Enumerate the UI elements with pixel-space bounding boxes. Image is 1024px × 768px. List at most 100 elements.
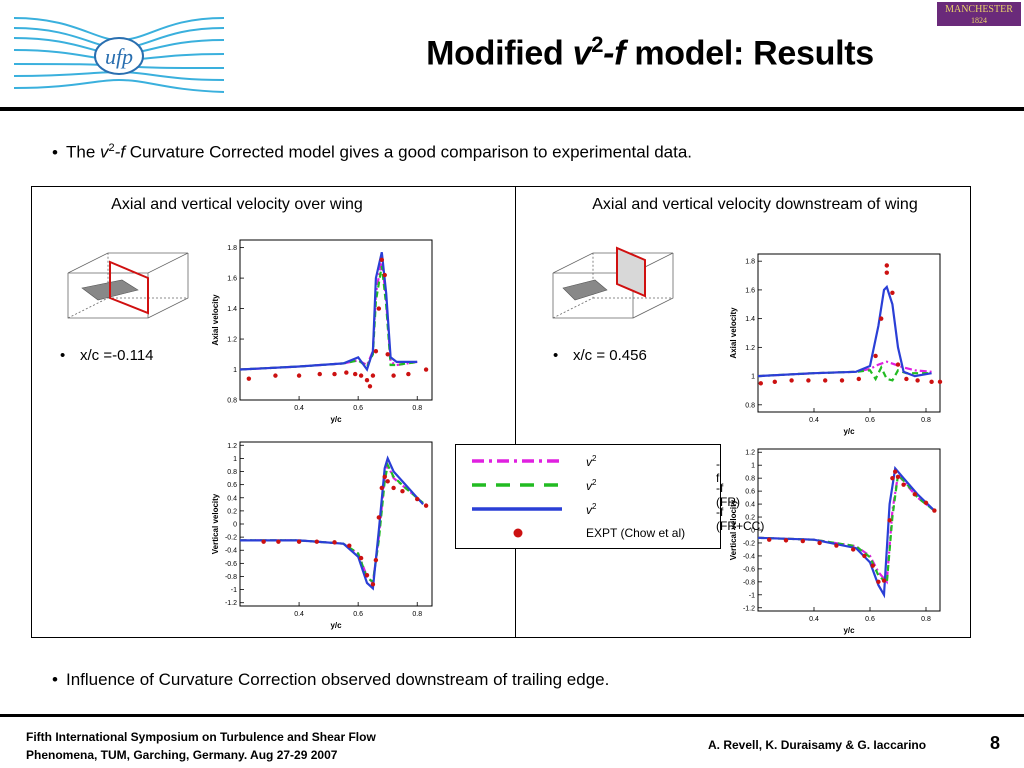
expt-point bbox=[347, 543, 352, 548]
legend-label: v2 -f (FR) bbox=[586, 478, 740, 509]
footer-conference: Fifth International Symposium on Turbule… bbox=[26, 730, 376, 762]
y-tick-label: -1.2 bbox=[225, 600, 237, 607]
plot-frame bbox=[757, 448, 941, 612]
chart-axial-over-wing: 0.4 0.6 0.8 0.8 1 1.2 1.4 1.6 1.8 y/c Axial veloci… bbox=[211, 239, 433, 424]
expt-point bbox=[391, 373, 396, 378]
expt-point bbox=[823, 378, 828, 383]
series-frcc-line bbox=[757, 284, 932, 378]
x-tick-label: 0.8 bbox=[412, 405, 422, 412]
y-axis-label: Axial velocity bbox=[211, 294, 220, 346]
x-tick-label: 0.6 bbox=[865, 417, 875, 424]
expt-point bbox=[382, 474, 387, 479]
y-tick-label: 1.2 bbox=[227, 337, 237, 344]
y-tick-label: 1.6 bbox=[227, 276, 237, 283]
expt-point bbox=[767, 537, 772, 542]
expt-point bbox=[870, 563, 875, 568]
expt-point bbox=[376, 306, 382, 311]
footer-rule bbox=[0, 714, 1024, 717]
chart-legend: v2 -f v2 -f (FR) v2 -f (FR+CC) EXPT (Chow et a… bbox=[455, 444, 765, 549]
x-tick-label: 0.8 bbox=[921, 616, 931, 623]
expt-point bbox=[373, 349, 379, 354]
y-axis-label: Vertical velocity bbox=[729, 499, 738, 560]
legend-swatch bbox=[472, 483, 562, 487]
expt-point bbox=[895, 362, 901, 367]
chart-vertical-over-wing: 0.4 0.6 0.8 -1.2 -1 -0.8 -0.6 -0.4 -0.2 0 0.2 0.4 0.… bbox=[211, 441, 433, 630]
y-tick-label: 1 bbox=[751, 463, 755, 470]
series-fr-line bbox=[239, 265, 418, 371]
y-tick-label: 0.6 bbox=[745, 489, 755, 496]
expt-point bbox=[246, 376, 252, 381]
expt-point bbox=[261, 539, 266, 544]
expt-point bbox=[353, 371, 358, 377]
legend-item: EXPT (Chow et al) bbox=[456, 523, 721, 547]
y-tick-label: 0.8 bbox=[745, 402, 755, 409]
expt-point bbox=[912, 492, 917, 497]
y-tick-label: 0 bbox=[751, 528, 755, 535]
y-tick-label: 0.8 bbox=[745, 476, 755, 483]
expt-point bbox=[879, 316, 884, 321]
expt-point bbox=[273, 373, 278, 378]
expt-point bbox=[364, 572, 370, 578]
y-tick-label: 1.6 bbox=[745, 287, 755, 294]
bullet-1: • The v2-f Curvature Corrected model give… bbox=[52, 142, 693, 162]
right-panel-title: Axial and vertical velocity downstream o… bbox=[592, 196, 918, 213]
y-tick-label: 1.2 bbox=[227, 443, 237, 450]
expt-point bbox=[385, 352, 390, 357]
y-tick-label: 0.2 bbox=[745, 515, 755, 522]
expt-point bbox=[358, 373, 364, 378]
expt-point bbox=[851, 547, 856, 552]
expt-point bbox=[884, 263, 889, 268]
panel-divider bbox=[515, 186, 516, 638]
expt-point bbox=[370, 582, 376, 587]
x-tick-label: 0.4 bbox=[294, 611, 304, 618]
expt-point bbox=[382, 272, 387, 278]
legend-item: v2 -f (FR) bbox=[456, 475, 740, 509]
expt-point bbox=[344, 370, 349, 375]
y-tick-label: 0.8 bbox=[227, 469, 237, 476]
expt-point bbox=[400, 489, 405, 494]
expt-point bbox=[884, 270, 889, 275]
expt-point bbox=[834, 543, 839, 548]
expt-point bbox=[296, 539, 302, 544]
expt-point bbox=[296, 373, 302, 378]
left-panel-title: Axial and vertical velocity over wing bbox=[111, 196, 363, 213]
plot-frame bbox=[239, 239, 433, 401]
expt-point bbox=[370, 373, 376, 378]
expt-point bbox=[379, 257, 384, 263]
manchester-logo-text: MANCHESTER bbox=[945, 4, 1013, 15]
legend-swatch bbox=[472, 459, 562, 463]
right-xc-label: • x/c = 0.456 bbox=[553, 347, 647, 364]
expt-point bbox=[373, 557, 379, 563]
y-tick-label: -0.6 bbox=[225, 561, 237, 568]
results-panel bbox=[31, 186, 971, 638]
expt-point bbox=[893, 469, 898, 474]
y-tick-label: -0.8 bbox=[743, 579, 755, 586]
chart-vertical-downstream: 0.4 0.6 0.8 -1.2 -1 -0.8 -0.6 -0.4 -0.2 0 0.2 0.4 0.… bbox=[729, 448, 941, 635]
expt-point bbox=[937, 379, 943, 385]
chart-axial-downstream: 0.4 0.6 0.8 0.8 1 1.2 1.4 1.6 1.8 y/c Axial veloci… bbox=[729, 253, 943, 436]
x-axis-label: y/c bbox=[330, 415, 342, 424]
plot-frame bbox=[757, 253, 941, 413]
expt-point bbox=[358, 555, 364, 561]
expt-point bbox=[862, 553, 867, 559]
legend-label: v2 -f (FR+CC) bbox=[586, 502, 765, 533]
expt-point bbox=[406, 371, 411, 377]
expt-point bbox=[772, 379, 777, 385]
ufp-logo: ufp bbox=[14, 17, 224, 93]
expt-point bbox=[873, 353, 878, 359]
header-rule bbox=[0, 107, 1024, 111]
expt-point bbox=[332, 540, 337, 545]
legend-swatch bbox=[513, 528, 523, 538]
bullet-2: • Influence of Curvature Correction obser… bbox=[52, 670, 610, 689]
expt-point bbox=[364, 377, 370, 383]
expt-point bbox=[800, 538, 805, 544]
y-tick-label: -0.4 bbox=[225, 548, 237, 555]
x-axis-label: y/c bbox=[843, 427, 855, 436]
legend-label: EXPT (Chow et al) bbox=[586, 526, 686, 540]
expt-point bbox=[881, 578, 887, 583]
y-tick-label: 1.2 bbox=[745, 345, 755, 352]
x-tick-label: 0.4 bbox=[809, 616, 819, 623]
y-tick-label: 0.4 bbox=[227, 495, 237, 502]
x-tick-label: 0.6 bbox=[865, 616, 875, 623]
page-number: 8 bbox=[990, 733, 1001, 753]
